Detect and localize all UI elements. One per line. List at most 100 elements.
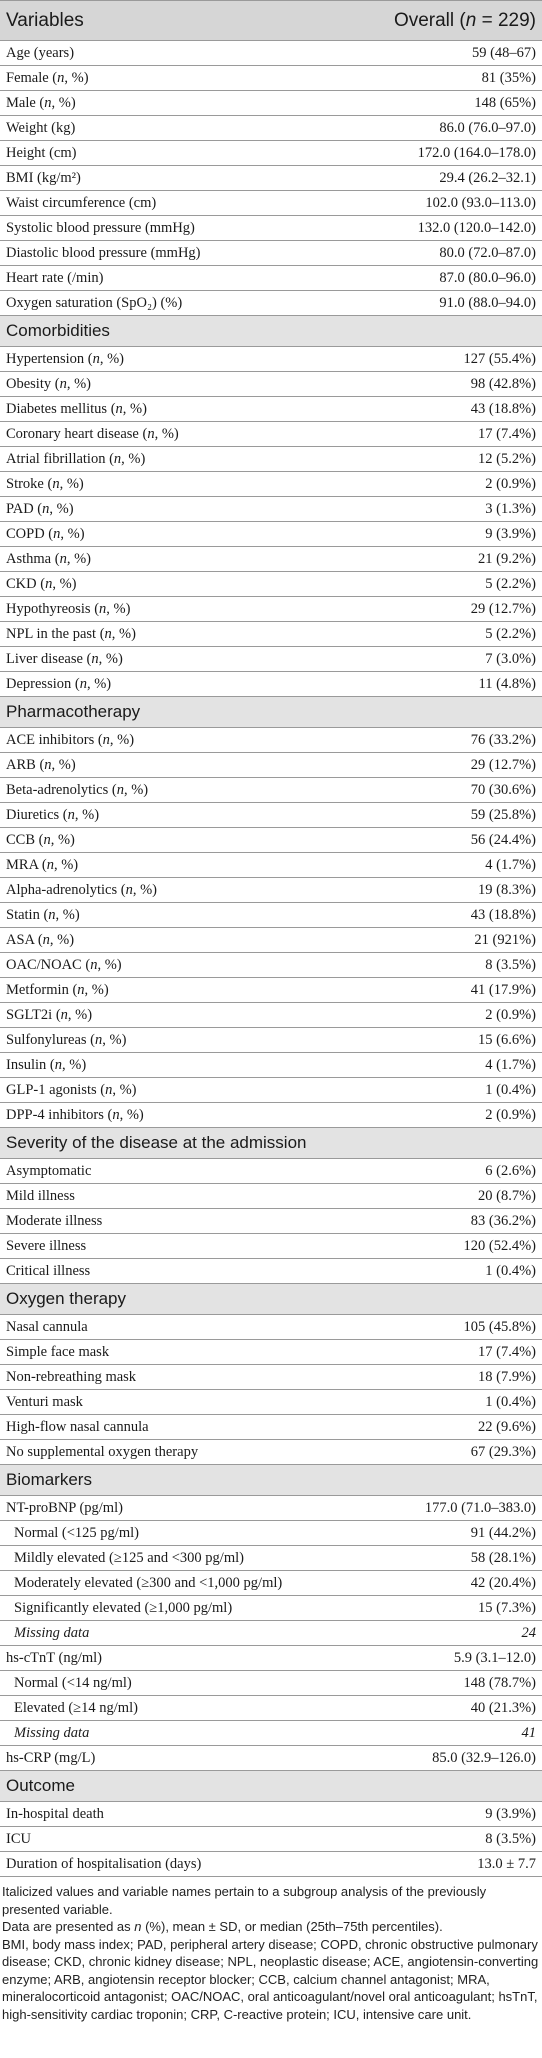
table-row: Weight (kg) 86.0 (76.0–97.0) xyxy=(0,115,542,141)
value-cell: 81 (35%) xyxy=(350,65,542,91)
table-row: Waist circumference (cm) 102.0 (93.0–113.… xyxy=(0,190,542,216)
table-row: Moderate illness 83 (36.2%) xyxy=(0,1208,542,1234)
variable-cell: Sulfonylureas (n, %) xyxy=(0,1027,350,1053)
value-cell: 4 (1.7%) xyxy=(350,1052,542,1078)
variable-cell: MRA (n, %) xyxy=(0,852,350,878)
value-cell: 87.0 (80.0–96.0) xyxy=(350,265,542,291)
value-cell: 4 (1.7%) xyxy=(350,852,542,878)
footnotes: Italicized values and variable names per… xyxy=(0,1877,542,2023)
table-row: Height (cm) 172.0 (164.0–178.0) xyxy=(0,140,542,166)
variable-cell: Missing data xyxy=(0,1720,350,1746)
variable-cell: Heart rate (/min) xyxy=(0,265,350,291)
variable-cell: Severe illness xyxy=(0,1233,350,1259)
table-row: Venturi mask 1 (0.4%) xyxy=(0,1389,542,1415)
table-row: Alpha-adrenolytics (n, %) 19 (8.3%) xyxy=(0,877,542,903)
variable-cell: BMI (kg/m²) xyxy=(0,165,350,191)
variable-cell: GLP-1 agonists (n, %) xyxy=(0,1077,350,1103)
variable-cell: Age (years) xyxy=(0,40,350,66)
variable-cell: Mildly elevated (≥125 and <300 pg/ml) xyxy=(0,1545,350,1571)
table-row: Sulfonylureas (n, %) 15 (6.6%) xyxy=(0,1027,542,1053)
table-row: Missing data 24 xyxy=(0,1620,542,1646)
variable-cell: Diuretics (n, %) xyxy=(0,802,350,828)
table-row: Mildly elevated (≥125 and <300 pg/ml) 58 … xyxy=(0,1545,542,1571)
table-body: Age (years) 59 (48–67) Female (n, %) 81 (35… xyxy=(0,40,542,1877)
variable-cell: Systolic blood pressure (mmHg) xyxy=(0,215,350,241)
value-cell: 29 (12.7%) xyxy=(350,752,542,778)
table-row: Coronary heart disease (n, %) 17 (7.4%) xyxy=(0,421,542,447)
variable-cell: In-hospital death xyxy=(0,1801,350,1827)
table-row: NPL in the past (n, %) 5 (2.2%) xyxy=(0,621,542,647)
value-cell: 42 (20.4%) xyxy=(350,1570,542,1596)
value-cell: 91.0 (88.0–94.0) xyxy=(350,290,542,316)
variable-cell: hs-CRP (mg/L) xyxy=(0,1745,350,1771)
table-row: Obesity (n, %) 98 (42.8%) xyxy=(0,371,542,397)
value-cell: 120 (52.4%) xyxy=(350,1233,542,1259)
table-row: Diastolic blood pressure (mmHg) 80.0 (72.… xyxy=(0,240,542,266)
table-row: Diabetes mellitus (n, %) 43 (18.8%) xyxy=(0,396,542,422)
section-title: Severity of the disease at the admission xyxy=(0,1127,542,1159)
table-row: hs-CRP (mg/L) 85.0 (32.9–126.0) xyxy=(0,1745,542,1771)
variable-cell: OAC/NOAC (n, %) xyxy=(0,952,350,978)
value-cell: 6 (2.6%) xyxy=(350,1158,542,1184)
section-title: Pharmacotherapy xyxy=(0,696,542,728)
variable-cell: Oxygen saturation (SpO₂) (%) xyxy=(0,290,350,316)
variable-cell: PAD (n, %) xyxy=(0,496,350,522)
table-row: Severe illness 120 (52.4%) xyxy=(0,1233,542,1259)
value-cell: 17 (7.4%) xyxy=(350,1339,542,1365)
value-cell: 11 (4.8%) xyxy=(350,671,542,697)
value-cell: 172.0 (164.0–178.0) xyxy=(350,140,542,166)
value-cell: 59 (25.8%) xyxy=(350,802,542,828)
variable-cell: Weight (kg) xyxy=(0,115,350,141)
header-cell: Variables xyxy=(0,0,350,41)
variable-cell: COPD (n, %) xyxy=(0,521,350,547)
value-cell: 127 (55.4%) xyxy=(350,346,542,372)
variable-cell: Beta-adrenolytics (n, %) xyxy=(0,777,350,803)
value-cell: 18 (7.9%) xyxy=(350,1364,542,1390)
table-row: ASA (n, %) 21 (921%) xyxy=(0,927,542,953)
variable-cell: ARB (n, %) xyxy=(0,752,350,778)
table-row: Systolic blood pressure (mmHg) 132.0 (120… xyxy=(0,215,542,241)
variable-cell: NT-proBNP (pg/ml) xyxy=(0,1495,350,1521)
table-row: Statin (n, %) 43 (18.8%) xyxy=(0,902,542,928)
table-row: GLP-1 agonists (n, %) 1 (0.4%) xyxy=(0,1077,542,1103)
section-title: Comorbidities xyxy=(0,315,542,347)
section-row: Comorbidities xyxy=(0,315,542,347)
value-cell: 41 xyxy=(350,1720,542,1746)
variable-cell: Waist circumference (cm) xyxy=(0,190,350,216)
table-row: Nasal cannula 105 (45.8%) xyxy=(0,1314,542,1340)
section-title: Oxygen therapy xyxy=(0,1283,542,1315)
value-cell: 56 (24.4%) xyxy=(350,827,542,853)
table-row: ARB (n, %) 29 (12.7%) xyxy=(0,752,542,778)
variable-cell: Significantly elevated (≥1,000 pg/ml) xyxy=(0,1595,350,1621)
variable-cell: Moderately elevated (≥300 and <1,000 pg/… xyxy=(0,1570,350,1596)
value-cell: 17 (7.4%) xyxy=(350,421,542,447)
value-cell: 132.0 (120.0–142.0) xyxy=(350,215,542,241)
value-cell: 102.0 (93.0–113.0) xyxy=(350,190,542,216)
value-cell: 24 xyxy=(350,1620,542,1646)
variable-cell: No supplemental oxygen therapy xyxy=(0,1439,350,1465)
table-row: Asthma (n, %) 21 (9.2%) xyxy=(0,546,542,572)
variable-cell: hs-cTnT (ng/ml) xyxy=(0,1645,350,1671)
data-table: Variables Overall (n = 229) Age (years) 5… xyxy=(0,0,542,1877)
table-row: Elevated (≥14 ng/ml) 40 (21.3%) xyxy=(0,1695,542,1721)
value-cell: 91 (44.2%) xyxy=(350,1520,542,1546)
table-row: CKD (n, %) 5 (2.2%) xyxy=(0,571,542,597)
value-cell: 148 (78.7%) xyxy=(350,1670,542,1696)
value-cell: 59 (48–67) xyxy=(350,40,542,66)
table-row: Stroke (n, %) 2 (0.9%) xyxy=(0,471,542,497)
table-header: Variables Overall (n = 229) xyxy=(0,0,542,41)
value-cell: 7 (3.0%) xyxy=(350,646,542,672)
value-cell: 70 (30.6%) xyxy=(350,777,542,803)
variable-cell: SGLT2i (n, %) xyxy=(0,1002,350,1028)
variable-cell: Male (n, %) xyxy=(0,90,350,116)
variable-cell: Critical illness xyxy=(0,1258,350,1284)
variable-cell: CKD (n, %) xyxy=(0,571,350,597)
table-row: Critical illness 1 (0.4%) xyxy=(0,1258,542,1284)
value-cell: 19 (8.3%) xyxy=(350,877,542,903)
variable-cell: Normal (<14 ng/ml) xyxy=(0,1670,350,1696)
variable-cell: CCB (n, %) xyxy=(0,827,350,853)
value-cell: 40 (21.3%) xyxy=(350,1695,542,1721)
table-row: Normal (<14 ng/ml) 148 (78.7%) xyxy=(0,1670,542,1696)
value-cell: 80.0 (72.0–87.0) xyxy=(350,240,542,266)
table-row: MRA (n, %) 4 (1.7%) xyxy=(0,852,542,878)
